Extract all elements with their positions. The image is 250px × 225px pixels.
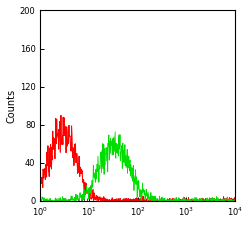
Y-axis label: Counts: Counts	[7, 89, 17, 123]
